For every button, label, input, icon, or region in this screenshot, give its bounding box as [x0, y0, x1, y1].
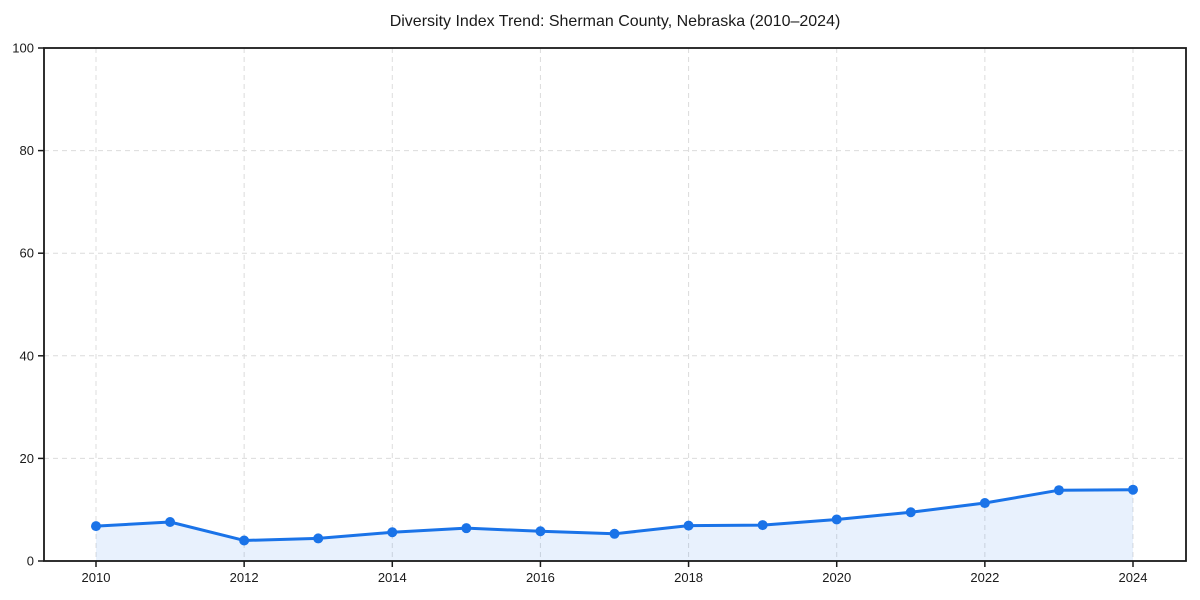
- y-tick-label: 20: [20, 451, 34, 466]
- x-tick-label: 2014: [378, 570, 407, 585]
- data-point: [461, 523, 472, 534]
- x-tick-label: 2020: [822, 570, 851, 585]
- data-point: [387, 527, 398, 538]
- y-tick-label: 80: [20, 143, 34, 158]
- axes-box: [43, 47, 1187, 562]
- y-tick-label: 60: [20, 246, 34, 261]
- y-tick-label: 100: [12, 41, 34, 56]
- data-point: [609, 528, 620, 539]
- x-tick-label: 2022: [970, 570, 999, 585]
- y-tick-label: 0: [27, 554, 34, 569]
- data-point: [535, 526, 546, 537]
- x-tick-label: 2018: [674, 570, 703, 585]
- data-point: [1128, 484, 1138, 495]
- data-point: [91, 521, 101, 532]
- chart-title: Diversity Index Trend: Sherman County, N…: [389, 13, 841, 30]
- x-tick-label: 2012: [230, 570, 259, 585]
- data-point: [757, 520, 768, 531]
- data-point: [239, 535, 250, 546]
- x-tick-label: 2010: [82, 570, 111, 585]
- data-point: [831, 514, 842, 525]
- data-point: [905, 507, 916, 518]
- data-point: [979, 498, 990, 509]
- data-point: [1053, 485, 1064, 496]
- area-fill: [96, 489, 1133, 561]
- data-point: [683, 520, 694, 531]
- y-tick-label: 40: [20, 348, 34, 363]
- x-tick-label: 2024: [1119, 570, 1148, 585]
- x-tick-label: 2016: [526, 570, 555, 585]
- data-point: [313, 533, 324, 544]
- data-point: [165, 517, 176, 528]
